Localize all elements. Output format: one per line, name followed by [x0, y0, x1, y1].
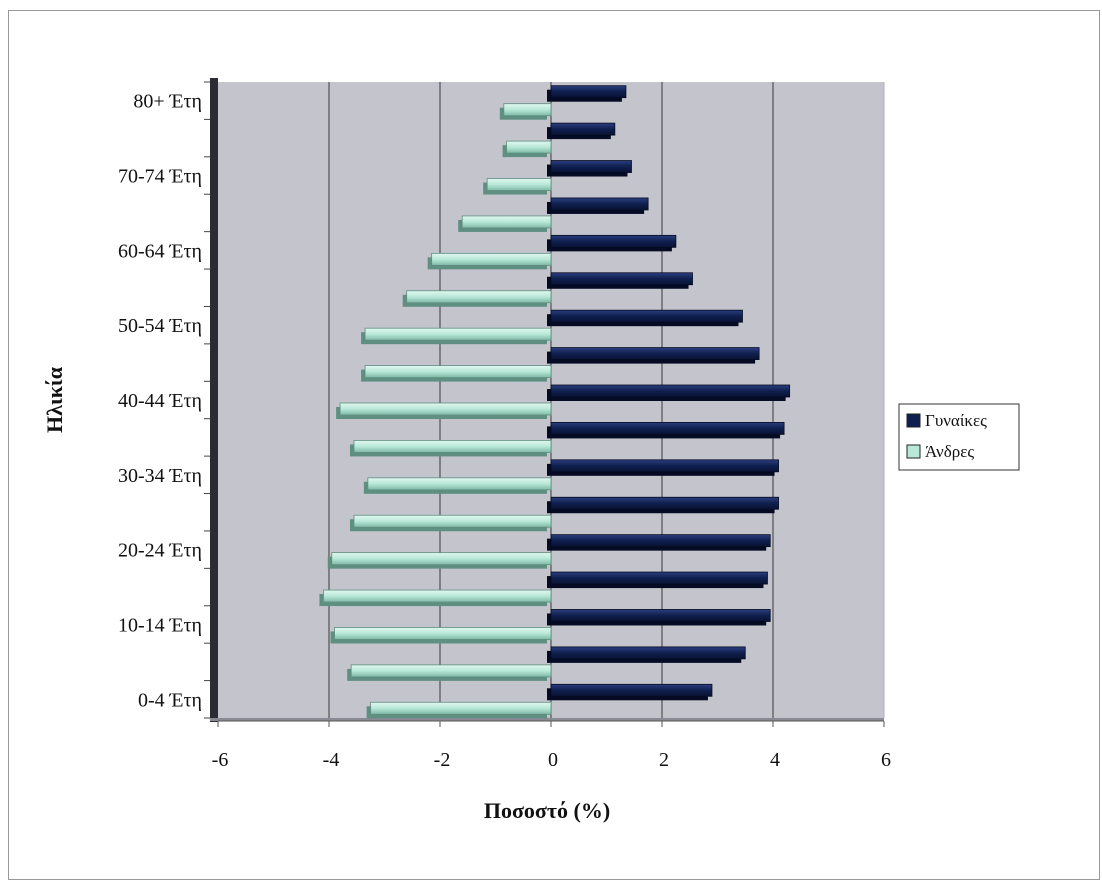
bar-men: [486, 178, 552, 191]
bar-women: [550, 272, 693, 286]
y-tick-label: 30-34 Έτη: [118, 465, 202, 487]
bar-women: [550, 309, 743, 323]
legend-swatch-women: [906, 413, 921, 428]
bar-women: [550, 85, 627, 99]
y-tick-label: 70-74 Έτη: [118, 166, 202, 188]
x-tick-label: 0: [548, 749, 558, 771]
x-tick-label: -4: [323, 749, 340, 771]
plot-side-wall: [210, 78, 218, 722]
bar-women: [550, 422, 785, 435]
y-tick-label: 80+ Έτη: [133, 91, 202, 113]
bar-women: [550, 160, 632, 173]
y-axis-title: Ηλικία: [42, 366, 67, 433]
bar-women: [550, 496, 779, 510]
y-tick-label: 60-64 Έτη: [118, 240, 202, 262]
x-tick-label: -2: [434, 749, 451, 771]
bar-women: [550, 122, 616, 136]
bar-women: [550, 459, 779, 473]
y-tick-label: 10-14 Έτη: [118, 614, 202, 636]
bar-men: [461, 215, 552, 229]
bar-women: [550, 534, 771, 548]
bar-women: [550, 234, 677, 248]
y-tick-label: 20-24 Έτη: [118, 540, 202, 562]
x-tick-label: 6: [881, 749, 891, 771]
legend-swatch-men: [906, 444, 921, 459]
bar-men: [353, 440, 552, 453]
bar-women: [550, 609, 771, 622]
bar-men: [353, 514, 552, 528]
bar-women: [550, 384, 791, 398]
bar-men: [350, 664, 552, 678]
bar-men: [370, 701, 552, 715]
bar-women: [550, 197, 649, 211]
legend-label-women: Γυναίκες: [925, 411, 987, 430]
legend-label-men: Άνδρες: [925, 442, 974, 461]
y-tick-label: 50-54 Έτη: [118, 315, 202, 337]
bar-men: [431, 252, 552, 266]
x-tick-label: 2: [659, 749, 669, 771]
x-tick-label: -6: [212, 749, 229, 771]
bar-men: [364, 365, 552, 378]
y-tick-label: 0-4 Έτη: [138, 689, 202, 711]
bar-women: [550, 347, 760, 360]
bar-men: [506, 140, 552, 154]
bar-men: [339, 402, 552, 416]
bar-men: [367, 477, 552, 491]
bar-men: [331, 552, 552, 566]
bar-women: [550, 571, 768, 585]
bar-men: [406, 290, 552, 304]
x-axis-title: Ποσοστό (%): [484, 798, 610, 823]
x-tick-label: 4: [770, 749, 780, 771]
y-tick-label: 40-44 Έτη: [118, 390, 202, 412]
bar-women: [550, 646, 746, 660]
bar-women: [550, 683, 713, 697]
bar-men: [364, 327, 552, 341]
plot-floor: [210, 718, 884, 721]
bar-men: [323, 589, 552, 603]
bar-men: [334, 627, 552, 640]
bar-men: [503, 103, 552, 117]
